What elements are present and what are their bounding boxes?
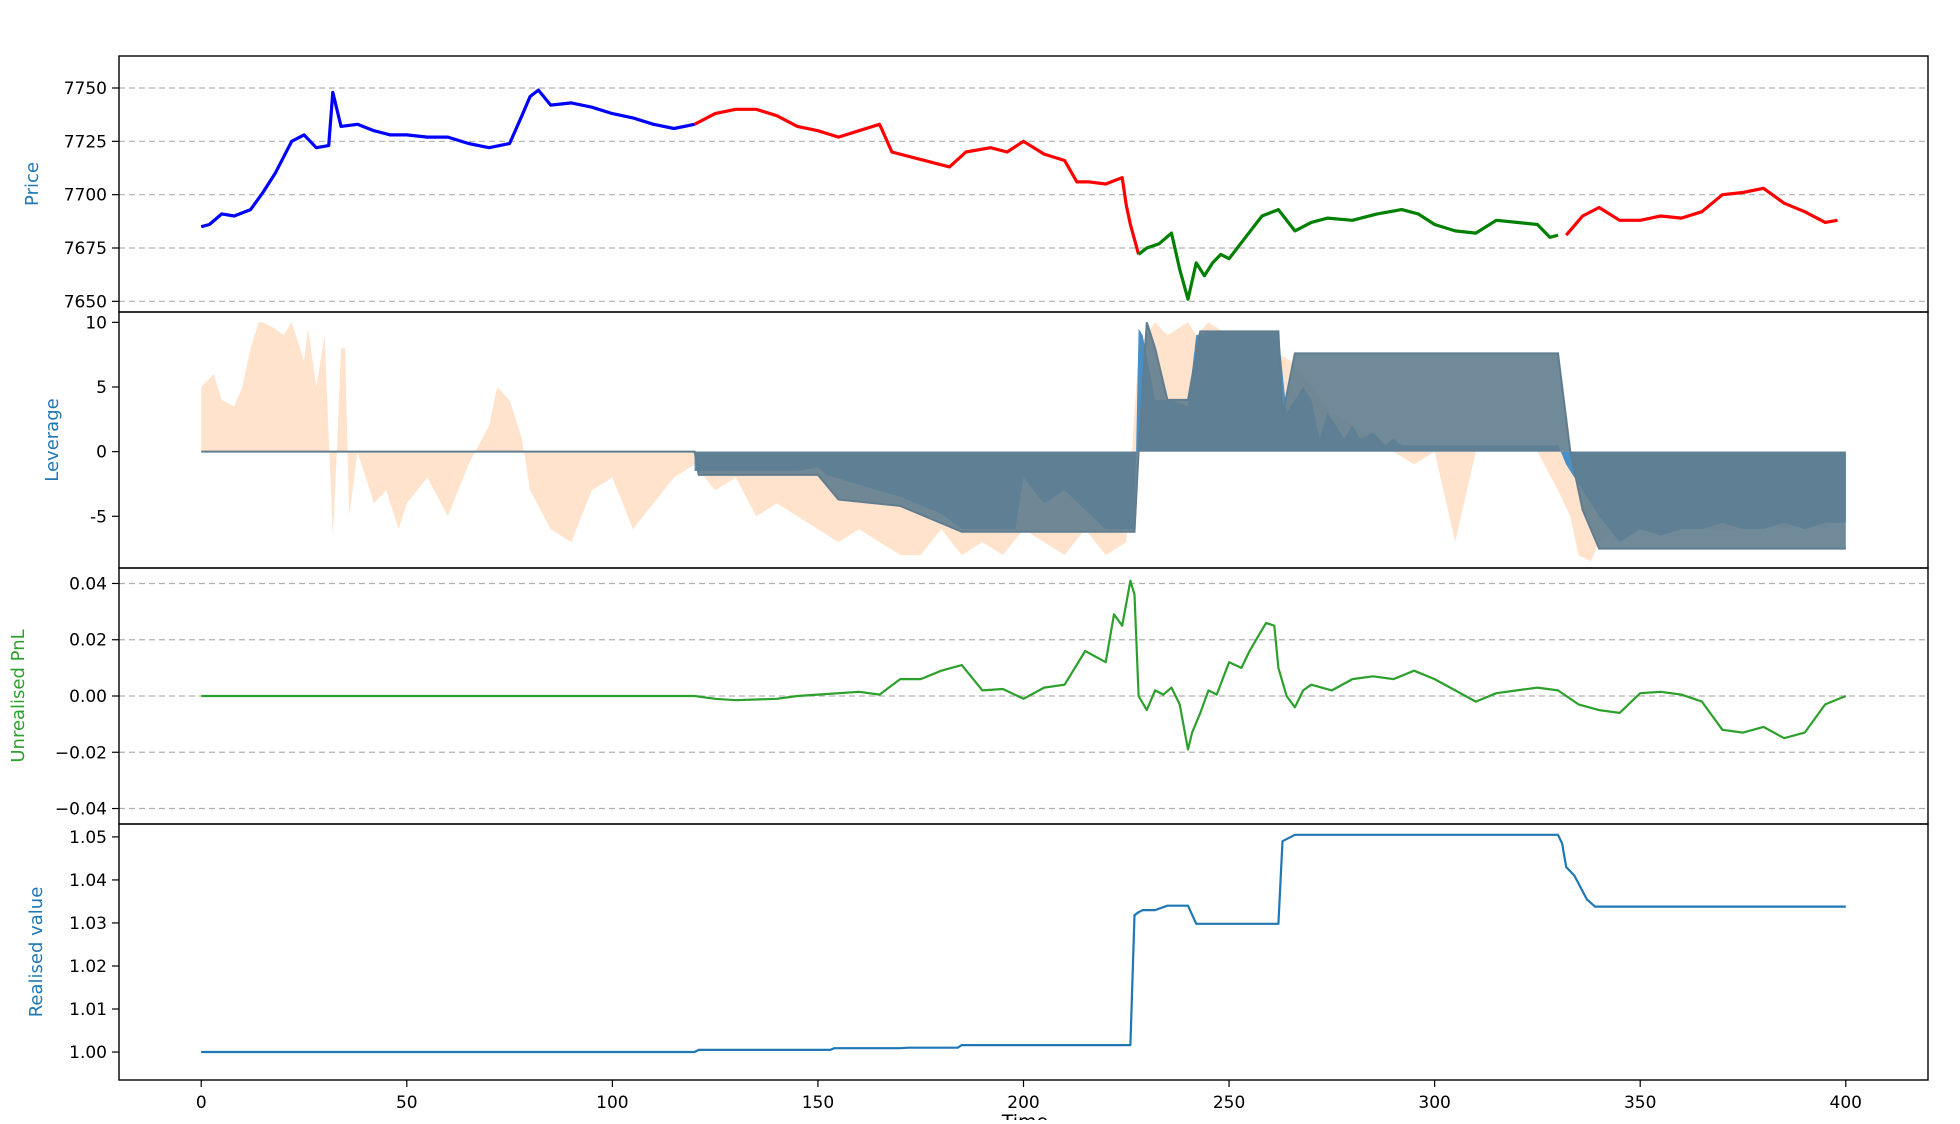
panel-4: 1.00 1.01 1.02 1.03 1.04 1.05 Realised value [26, 823, 1929, 1081]
panel-1: 7650 7675 7700 7725 7750 Price [22, 55, 1929, 313]
x-tick-label: 100 [596, 1093, 628, 1113]
y-tick-label: 1.00 [69, 1043, 107, 1063]
panel-2: -5 0 5 10 Leverage [42, 311, 1929, 569]
y-tick-label: 1.03 [69, 914, 107, 934]
x-tick-label: 350 [1624, 1093, 1656, 1113]
series-line-4 [1564, 186, 1838, 237]
series-line-1 [201, 833, 1846, 1054]
series-line-1 [200, 88, 695, 229]
series-line-3 [201, 321, 1846, 550]
series-area-3 [201, 322, 1846, 549]
y-tick-label: 1.01 [69, 1000, 107, 1020]
y-axis-label: Unrealised PnL [8, 629, 29, 762]
y-tick-label: 7725 [64, 132, 107, 152]
y-tick-label: 7700 [64, 186, 107, 206]
x-tick-label: 400 [1830, 1093, 1862, 1113]
y-tick-label: 10 [85, 313, 107, 333]
series-line-2 [693, 107, 1141, 255]
y-tick-label: 5 [96, 378, 107, 398]
y-axis-label: Leverage [42, 398, 63, 481]
y-tick-label: 1.02 [69, 957, 107, 977]
x-tick-label: 150 [802, 1093, 834, 1113]
y-tick-label: −0.02 [55, 743, 107, 763]
panel-3: −0.04 −0.02 0.00 0.02 0.04 Unrealised PnL [8, 567, 1929, 825]
y-tick-label: 0.00 [69, 687, 107, 707]
y-tick-label: 0.02 [69, 631, 107, 651]
panel-frame [118, 823, 1929, 1081]
y-axis-label: Realised value [26, 887, 47, 1018]
panel-frame [118, 55, 1929, 313]
y-tick-label: 7750 [64, 79, 107, 99]
x-tick-label: 0 [196, 1093, 207, 1113]
x-axis-label: Time [1001, 1111, 1049, 1120]
y-tick-label: −0.04 [55, 800, 107, 820]
series-line-3 [1137, 208, 1559, 301]
y-tick-label: 0.04 [69, 574, 107, 594]
y-tick-label: 1.04 [69, 871, 107, 891]
y-tick-label: 7650 [64, 292, 107, 312]
y-axis-label: Price [22, 162, 43, 206]
y-tick-label: 7675 [64, 239, 107, 259]
y-tick-label: -5 [90, 507, 107, 527]
y-tick-label: 0 [96, 443, 107, 463]
x-tick-label: 200 [1007, 1093, 1039, 1113]
x-tick-label: 50 [396, 1093, 418, 1113]
series-line-1 [201, 579, 1847, 751]
y-tick-label: 1.05 [69, 828, 107, 848]
x-tick-label: 300 [1418, 1093, 1450, 1113]
x-tick-label: 250 [1213, 1093, 1245, 1113]
